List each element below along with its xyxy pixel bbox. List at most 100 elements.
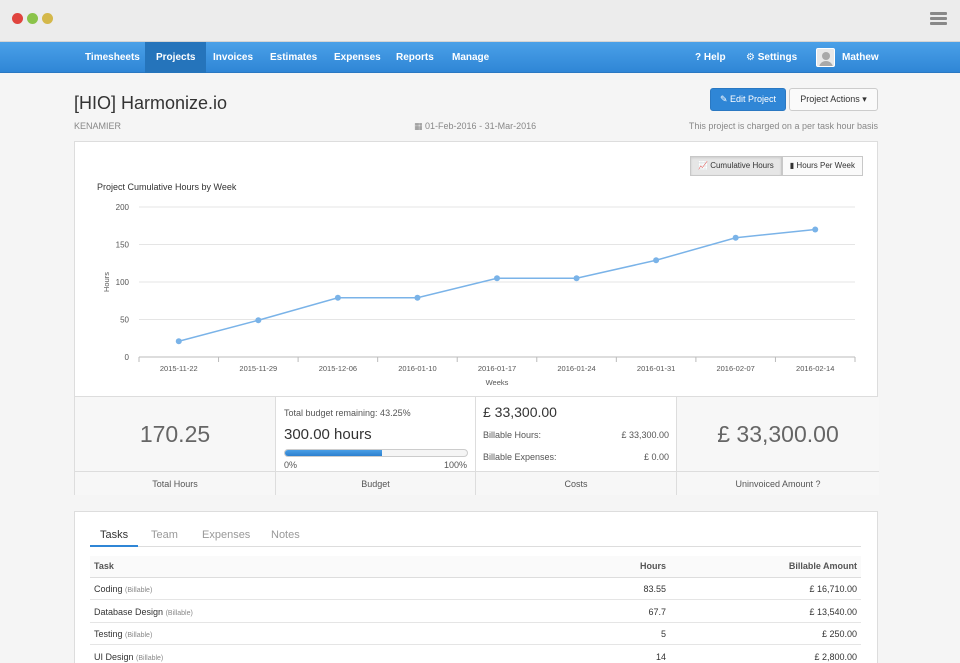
task-name-cell[interactable]: Coding (Billable) xyxy=(94,584,152,594)
budget-label: Budget xyxy=(276,471,475,495)
total-hours-stat: 170.25 Total Hours xyxy=(75,397,276,495)
nav-reports[interactable]: Reports xyxy=(396,52,434,63)
data-point xyxy=(175,338,182,345)
task-name[interactable]: Testing xyxy=(94,629,123,639)
nav-help[interactable]: ? Help xyxy=(695,52,726,63)
tasks-table-header: Task Hours Billable Amount xyxy=(90,556,861,578)
budget-progress-fill xyxy=(285,450,382,456)
total-hours-value: 170.25 xyxy=(139,421,211,447)
nav-settings[interactable]: ⚙ Settings xyxy=(746,52,798,63)
uninvoiced-label[interactable]: Uninvoiced Amount ? xyxy=(677,471,879,495)
project-dates: ▦ 01-Feb-2016 - 31-Mar-2016 xyxy=(414,121,536,132)
tab-expenses[interactable]: Expenses xyxy=(202,529,251,541)
tab-tasks[interactable]: Tasks xyxy=(90,525,139,547)
y-axis-label: Hours xyxy=(102,272,111,292)
tasks-panel: Tasks Team Expenses Notes Task Hours Bil… xyxy=(74,511,878,663)
task-amount-cell: £ 13,540.00 xyxy=(809,606,857,617)
task-amount-cell: £ 16,710.00 xyxy=(809,584,857,594)
task-hours-cell: 14 xyxy=(655,651,666,662)
project-title: [HIO] Harmonize.io xyxy=(74,93,228,113)
chart-panel: 0 50 100 150 200 2015-11-22 2015-11-29 2015-12-… xyxy=(74,141,878,397)
task-name-cell[interactable]: Database Design (Billable) xyxy=(94,607,193,617)
detail-tabs: Tasks Team Expenses Notes xyxy=(90,525,861,547)
data-point xyxy=(334,294,341,301)
budget-remaining-text: Total budget remaining: 43.25% xyxy=(284,408,411,418)
task-name[interactable]: UI Design xyxy=(94,651,134,662)
nav-estimates[interactable]: Estimates xyxy=(270,52,318,63)
minimize-window-button[interactable] xyxy=(27,13,38,24)
total-hours-label: Total Hours xyxy=(75,471,275,495)
column-header-billable-amount[interactable]: Billable Amount xyxy=(788,561,857,571)
task-name[interactable]: Coding xyxy=(94,584,123,594)
task-name[interactable]: Database Design xyxy=(94,606,164,617)
data-point xyxy=(653,257,660,264)
table-row[interactable]: UI Design (Billable) 14 £ 2,800.00 xyxy=(90,646,861,663)
nav-projects[interactable]: Projects xyxy=(145,42,207,73)
billable-tag: (Billable) xyxy=(125,587,153,594)
maximize-window-button[interactable] xyxy=(42,13,53,24)
project-date-range: 01-Feb-2016 - 31-Mar-2016 xyxy=(425,121,537,131)
x-tick-label: 2016-01-31 xyxy=(637,364,675,373)
table-row[interactable]: Testing (Billable) 5 £ 250.00 xyxy=(90,623,861,645)
nav-timesheets[interactable]: Timesheets xyxy=(85,52,140,63)
y-tick-label: 150 xyxy=(116,241,130,250)
x-tick-label: 2015-11-22 xyxy=(160,364,198,373)
data-point xyxy=(494,275,500,282)
table-row[interactable]: Database Design (Billable) 67.7 £ 13,540.0… xyxy=(90,601,861,623)
tab-team[interactable]: Team xyxy=(151,529,178,541)
task-name-cell[interactable]: Testing (Billable) xyxy=(94,629,152,639)
hours-per-week-label: Hours Per Week xyxy=(796,161,855,170)
data-point xyxy=(414,294,421,301)
x-tick-label: 2016-01-17 xyxy=(478,364,516,373)
costs-total-value: £ 33,300.00 xyxy=(483,404,557,420)
y-tick-label: 50 xyxy=(120,316,129,325)
tab-notes[interactable]: Notes xyxy=(271,529,300,541)
nav-user-name[interactable]: Mathew xyxy=(842,52,879,63)
cumulative-hours-chart: 0 50 100 150 200 2015-11-22 2015-11-29 2015-12-… xyxy=(102,203,856,387)
billable-tag: (Billable) xyxy=(136,654,164,662)
line-chart-icon: 📈 xyxy=(698,161,708,170)
table-row[interactable]: Coding (Billable) 83.55 £ 16,710.00 xyxy=(90,578,861,600)
window-titlebar xyxy=(0,0,960,42)
task-hours-cell: 67.7 xyxy=(648,606,666,617)
user-avatar[interactable] xyxy=(816,48,835,67)
task-amount-cell: £ 250.00 xyxy=(821,629,857,639)
x-tick-label: 2015-12-06 xyxy=(319,364,357,373)
data-point xyxy=(255,317,262,324)
charge-basis-note: This project is charged on a per task ho… xyxy=(688,121,878,131)
data-point xyxy=(573,275,580,282)
column-header-hours[interactable]: Hours xyxy=(639,561,666,571)
budget-progress-bar xyxy=(284,449,468,457)
column-header-task[interactable]: Task xyxy=(94,561,114,571)
billable-expenses-value: £ 0.00 xyxy=(643,452,669,462)
task-hours-cell: 5 xyxy=(660,629,666,639)
hours-per-week-toggle[interactable]: ▮ Hours Per Week xyxy=(781,156,863,176)
nav-manage[interactable]: Manage xyxy=(452,52,490,63)
budget-hours-value: 300.00 hours xyxy=(284,426,372,443)
close-window-button[interactable] xyxy=(12,13,23,24)
billable-tag: (Billable) xyxy=(125,632,153,639)
bar-chart-icon: ▮ xyxy=(789,161,795,170)
budget-min-label: 0% xyxy=(284,460,298,470)
billable-hours-value: £ 33,300.00 xyxy=(621,430,669,440)
edit-project-button[interactable]: ✎ Edit Project xyxy=(710,88,786,111)
x-tick-label: 2015-11-29 xyxy=(239,364,277,373)
nav-expenses[interactable]: Expenses xyxy=(334,52,381,63)
costs-label: Costs xyxy=(476,471,676,495)
chart-title: Project Cumulative Hours by Week xyxy=(97,182,237,192)
cumulative-hours-label: Cumulative Hours xyxy=(710,161,774,170)
cumulative-hours-toggle[interactable]: 📈 Cumulative Hours xyxy=(690,156,782,176)
nav-invoices[interactable]: Invoices xyxy=(213,52,254,63)
hamburger-menu-icon[interactable] xyxy=(930,12,947,26)
task-name-cell[interactable]: UI Design (Billable) xyxy=(94,652,163,662)
budget-max-label: 100% xyxy=(443,460,467,470)
main-navbar: Timesheets Projects Invoices Estimates E… xyxy=(0,42,960,73)
project-stats: 170.25 Total Hours Total budget remainin… xyxy=(74,397,879,495)
uninvoiced-stat: £ 33,300.00 Uninvoiced Amount ? xyxy=(677,397,879,495)
x-tick-label: 2016-02-14 xyxy=(796,364,834,373)
costs-stat: £ 33,300.00 Billable Hours: £ 33,300.00 … xyxy=(476,397,677,495)
project-actions-dropdown[interactable]: Project Actions ▾ xyxy=(789,88,878,111)
chart-view-toggle: 📈 Cumulative Hours ▮ Hours Per Week xyxy=(690,156,863,176)
budget-stat: Total budget remaining: 43.25% 300.00 ho… xyxy=(276,397,476,495)
y-tick-label: 0 xyxy=(125,353,130,362)
